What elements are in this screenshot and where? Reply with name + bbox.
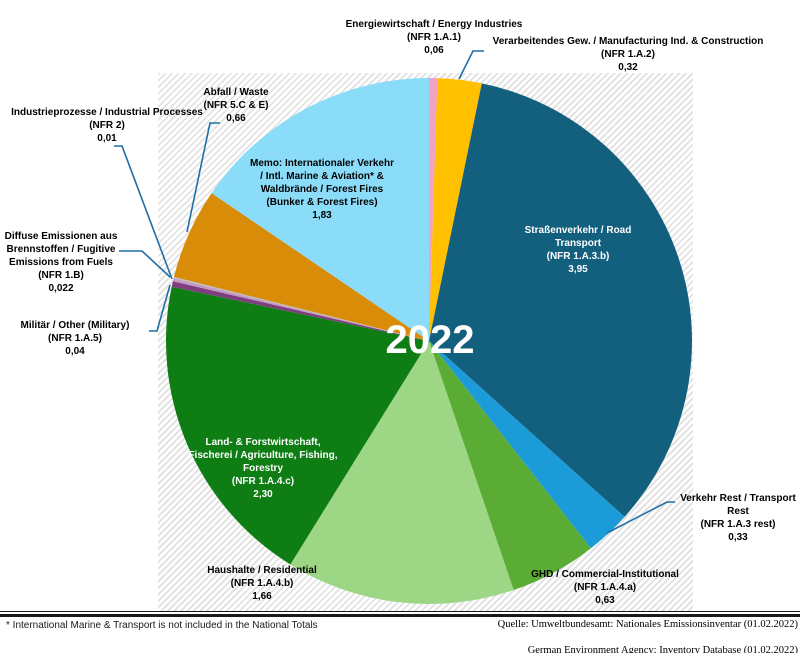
footer-separator-thick [0, 614, 800, 617]
leader-line-transport-rest [606, 501, 675, 534]
leader-line-military [149, 284, 171, 332]
label-energy-industries: Energiewirtschaft / Energy Industries (N… [345, 19, 523, 56]
pie-slice-0[interactable] [429, 77, 438, 341]
pie-slices [166, 77, 693, 605]
label-military: Militär / Other (Military) (NFR 1.A.5) 0… [20, 320, 130, 357]
label-road-transport: Straßenverkehr / Road Transport (NFR 1.A… [524, 225, 632, 275]
label-industrial-processes: Industrieprozesse / Industrial Processes… [11, 107, 203, 144]
pie-slice-5[interactable] [290, 341, 514, 605]
source-line-de: Quelle: Umweltbundesamt: Nationales Emis… [497, 619, 798, 630]
label-manufacturing: Verarbeitendes Gew. / Manufacturing Ind.… [492, 36, 764, 73]
label-transport-rest: Verkehr Rest / Transport Rest (NFR 1.A.3… [680, 493, 796, 543]
footnote-text: * International Marine & Transport is no… [6, 620, 318, 631]
footer-separator-thin [0, 611, 800, 612]
label-fugitive-emissions: Diffuse Emissionen aus Brennstoffen / Fu… [4, 231, 118, 294]
pie-slice-11[interactable] [211, 77, 429, 341]
pie-slice-10[interactable] [173, 193, 429, 341]
leader-line-fugitive-emissions [119, 250, 171, 278]
leader-lines [114, 50, 675, 534]
label-residential: Haushalte / Residential (NFR 1.A.4.b) 1,… [207, 565, 317, 602]
label-agriculture-forestry: Land- & Forstwirtschaft, Fischerei / Agr… [188, 437, 338, 500]
source-line-en: German Environment Agency: Inventory Dat… [527, 645, 798, 653]
leader-line-waste [186, 122, 220, 233]
year-label: 2022 [385, 318, 475, 362]
pie-slice-6[interactable] [166, 286, 429, 565]
label-commercial-institutional: GHD / Commercial-Institutional (NFR 1.A.… [531, 569, 679, 606]
pie-slice-3[interactable] [429, 341, 625, 549]
label-memo-international: Memo: Internationaler Verkehr / Intl. Ma… [250, 158, 394, 221]
label-waste: Abfall / Waste (NFR 5.C & E) 0,66 [203, 87, 269, 124]
pie-slice-8[interactable] [172, 278, 429, 341]
pie-slice-7[interactable] [171, 281, 430, 341]
leader-line-industrial-processes [114, 145, 173, 280]
pie-slice-2[interactable] [429, 83, 693, 517]
leader-line-manufacturing [458, 50, 484, 80]
pie-slice-9[interactable] [173, 276, 429, 341]
pie-slice-1[interactable] [429, 78, 482, 341]
source-citation: Quelle: Umweltbundesamt: Nationales Emis… [498, 618, 798, 653]
pie-slice-4[interactable] [429, 341, 591, 591]
